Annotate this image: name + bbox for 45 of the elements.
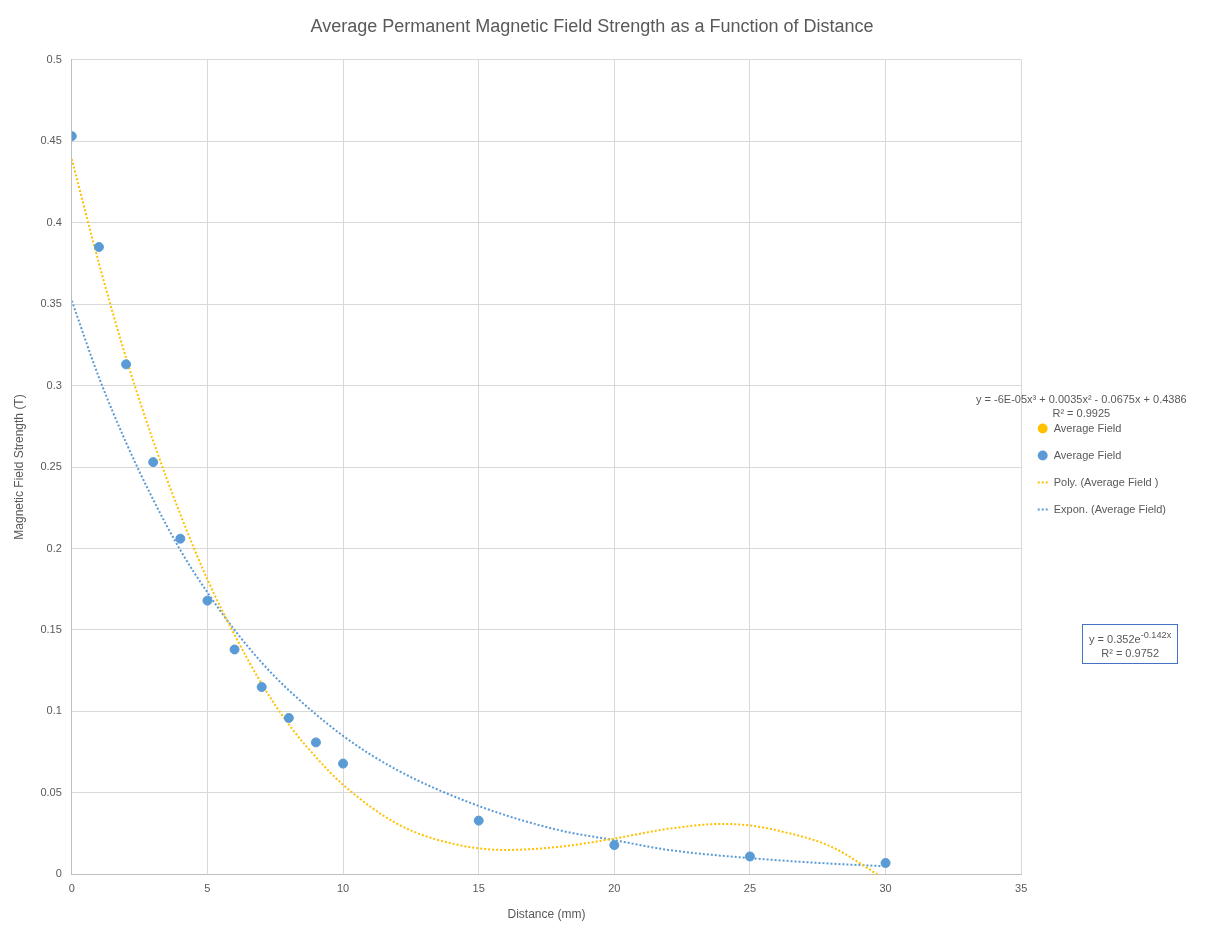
y-axis-title: Magnetic Field Strength (T) (11, 394, 26, 540)
x-axis-title: Distance (mm) (507, 907, 586, 922)
y-tick-label: 0.35 (40, 297, 62, 310)
y-tick-label: 0.1 (46, 704, 62, 717)
point (310, 737, 321, 748)
text: y = 0.352e$^{-0.142x}$ (1089, 629, 1172, 646)
y-tick-label: 0 (55, 867, 62, 880)
point (609, 840, 620, 851)
legend-label: Average Field (1053, 421, 1122, 434)
y-tick-label: 0.2 (46, 541, 62, 554)
x-tick-label: 5 (204, 882, 211, 895)
y-tick-label: 0.5 (46, 52, 62, 65)
x-tick-label: 30 (879, 882, 892, 895)
point (744, 851, 755, 862)
legend-label: Average Field (1053, 448, 1122, 461)
y-tick-label: 0.05 (40, 785, 62, 798)
x-tick-label: 15 (472, 882, 485, 895)
point (880, 857, 891, 868)
x-tick-label: 20 (608, 882, 621, 895)
point (473, 815, 484, 826)
point (229, 644, 240, 655)
point (148, 457, 159, 468)
y-tick-label: 0.25 (40, 460, 62, 473)
legend-label: Poly. (Average Field ) (1053, 475, 1159, 488)
x-tick-label: 0 (68, 882, 75, 895)
y-tick-label: 0.15 (40, 622, 62, 635)
point (283, 712, 294, 723)
annotation: y = -6E-05x³ + 0.0035x² - 0.0675x + 0.4386 (976, 392, 1187, 406)
point (121, 359, 132, 370)
x-tick-label: 25 (743, 882, 757, 895)
chart-title: Average Permanent Magnetic Field Strength as a Function of Distance (310, 15, 874, 36)
point (338, 758, 349, 769)
x-tick-label: 10 (336, 882, 350, 895)
line-series (71, 158, 879, 875)
point (93, 242, 104, 252)
y-tick-label: 0.4 (46, 215, 62, 228)
y-tick-label: 0.45 (40, 134, 62, 147)
y-tick-label: 0.3 (46, 378, 62, 391)
point (256, 682, 267, 692)
text: R² = 0.9752 (1100, 645, 1160, 660)
x-tick-label: 35 (1015, 882, 1028, 895)
text: R² = 0.9925 (1051, 406, 1112, 420)
legend-label: Expon. (Average Field) (1053, 502, 1167, 515)
point (175, 533, 186, 544)
point (202, 595, 213, 606)
